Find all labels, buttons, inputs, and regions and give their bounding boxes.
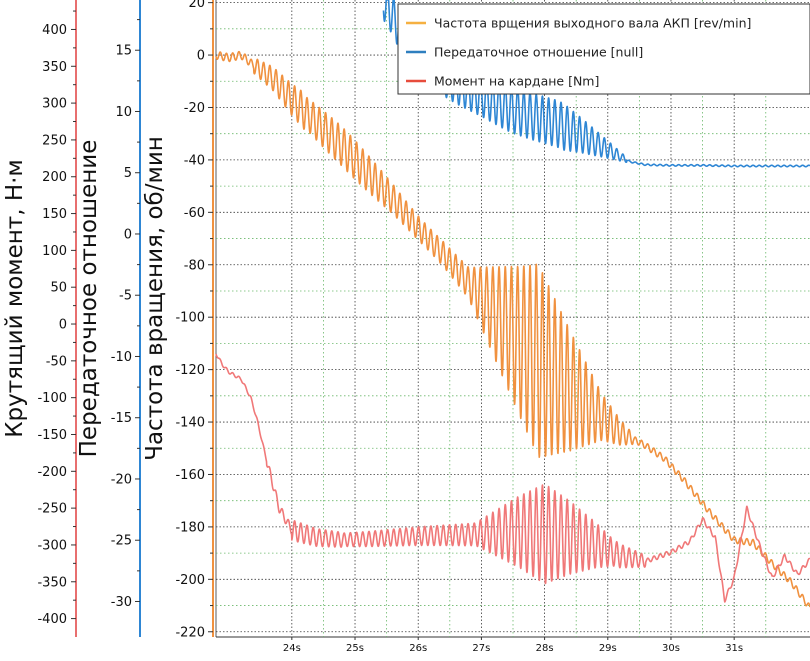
torque-tick-label: 300 — [42, 97, 67, 112]
torque-tick-label: 350 — [42, 60, 67, 75]
torque-tick-label: -100 — [37, 391, 67, 406]
ratio-tick-label: -30 — [111, 595, 132, 610]
legend-label: Передаточное отношение [null] — [434, 45, 643, 60]
legend-box — [397, 3, 810, 95]
torque-series-line — [215, 353, 810, 603]
torque-tick-label: 50 — [50, 281, 67, 296]
x-tick-label: 29s — [599, 643, 617, 654]
speed-tick-label: -40 — [184, 153, 205, 168]
x-tick-label: 24s — [283, 643, 301, 654]
speed-tick-label: -180 — [175, 520, 205, 535]
ratio-tick-label: 15 — [115, 44, 132, 59]
x-tick-label: 27s — [472, 643, 490, 654]
x-tick-label: 28s — [536, 643, 554, 654]
ratio-tick-label: 0 — [124, 227, 132, 242]
speed-tick-label: -120 — [175, 363, 205, 378]
torque-tick-label: 400 — [42, 23, 67, 38]
torque-tick-label: 150 — [42, 207, 67, 222]
ratio-tick-label: -25 — [111, 534, 132, 549]
ratio-tick-label: -15 — [111, 411, 132, 426]
ratio-tick-label: -5 — [119, 289, 132, 304]
speed-tick-label: 20 — [188, 0, 205, 11]
torque-tick-label: 200 — [42, 170, 67, 185]
torque-tick-label: -400 — [37, 612, 67, 627]
speed-tick-label: -160 — [175, 468, 205, 483]
torque-tick-label: -350 — [37, 575, 67, 590]
speed-tick-label: -20 — [184, 101, 205, 116]
torque-tick-label: -300 — [37, 538, 67, 553]
speed-tick-label: -200 — [175, 573, 205, 588]
legend: Частота врщения выходного вала АКП [rev/… — [397, 3, 810, 95]
speed-tick-label: -100 — [175, 311, 205, 326]
speed-series-line — [215, 50, 810, 608]
torque-tick-label: 100 — [42, 244, 67, 259]
torque-tick-label: -250 — [37, 502, 67, 517]
torque-tick-label: 250 — [42, 133, 67, 148]
torque-tick-label: -50 — [46, 354, 67, 369]
x-tick-label: 31s — [725, 643, 743, 654]
ratio-tick-label: 10 — [115, 105, 132, 120]
ratio-tick-label: -10 — [111, 350, 132, 365]
speed-tick-label: -140 — [175, 416, 205, 431]
speed-tick-label: 0 — [197, 49, 205, 64]
x-tick-label: 30s — [662, 643, 680, 654]
ratio-tick-label: 5 — [124, 166, 132, 181]
ratio-tick-label: -20 — [111, 472, 132, 487]
speed-tick-label: -80 — [184, 258, 205, 273]
legend-label: Частота врщения выходного вала АКП [rev/… — [434, 16, 751, 31]
torque-tick-label: 0 — [59, 318, 67, 333]
x-tick-label: 26s — [409, 643, 427, 654]
legend-label: Момент на кардане [Nm] — [434, 74, 599, 89]
ratio-axis-title: Передаточное отношение — [76, 140, 102, 458]
torque-tick-label: -200 — [37, 465, 67, 480]
torque-axis-title: Крутящий момент, Н·м — [2, 159, 28, 438]
speed-tick-label: -220 — [175, 625, 205, 640]
x-tick-label: 25s — [346, 643, 364, 654]
speed-tick-label: -60 — [184, 206, 205, 221]
torque-tick-label: -150 — [37, 428, 67, 443]
speed-axis-title: Частота вращения, об/мин — [142, 136, 168, 461]
